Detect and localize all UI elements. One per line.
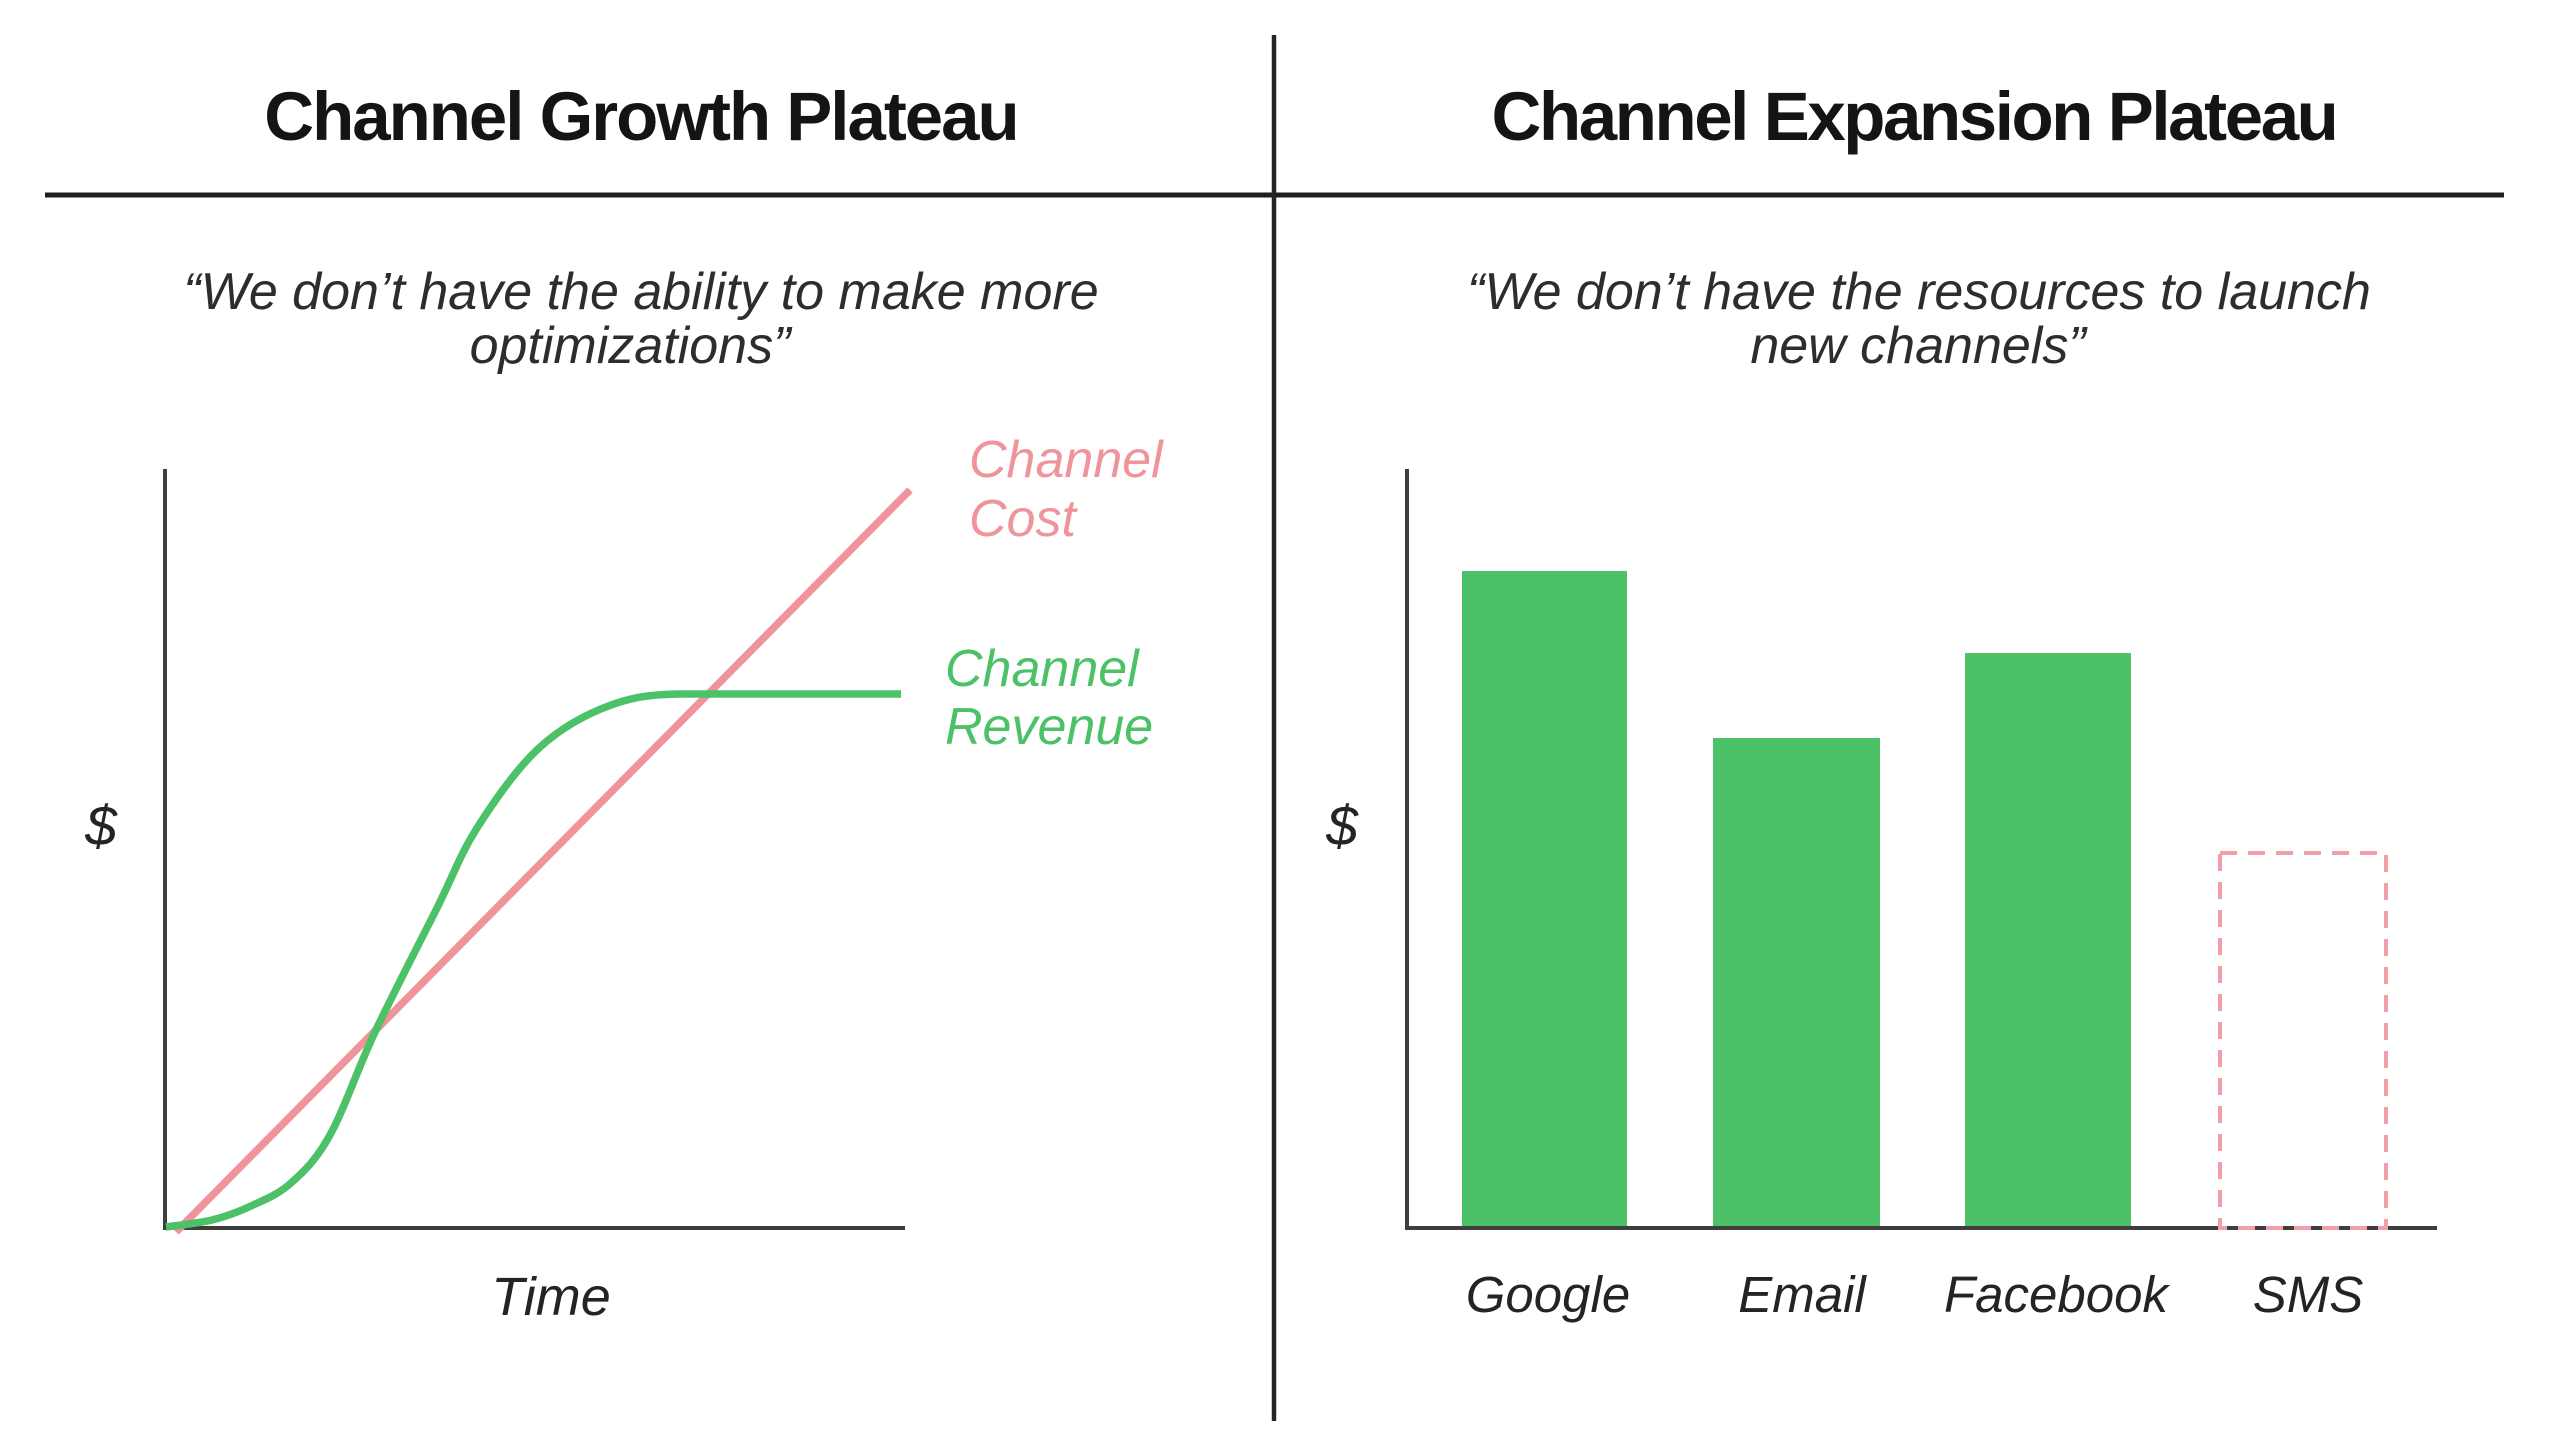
- svg-text:Channel Growth Plateau: Channel Growth Plateau: [264, 78, 1017, 155]
- svg-text:new channels”: new channels”: [1750, 317, 2088, 375]
- svg-text:Facebook: Facebook: [1944, 1266, 2170, 1323]
- svg-text:SMS: SMS: [2253, 1266, 2364, 1323]
- svg-text:Google: Google: [1466, 1266, 1630, 1323]
- svg-text:Channel Expansion Plateau: Channel Expansion Plateau: [1492, 78, 2337, 155]
- svg-text:“We don’t have the resources t: “We don’t have the resources to launch: [1467, 263, 2371, 321]
- svg-text:$: $: [84, 794, 118, 858]
- svg-text:$: $: [1325, 794, 1359, 858]
- svg-text:Revenue: Revenue: [945, 698, 1153, 756]
- svg-text:Channel: Channel: [969, 431, 1164, 489]
- svg-text:optimizations”: optimizations”: [470, 317, 793, 375]
- svg-text:Channel: Channel: [945, 640, 1140, 698]
- svg-text:Time: Time: [491, 1267, 611, 1327]
- svg-text:“We don’t have the ability to: “We don’t have the ability to make more: [183, 263, 1098, 321]
- svg-text:Email: Email: [1738, 1266, 1867, 1323]
- svg-text:Cost: Cost: [969, 490, 1078, 548]
